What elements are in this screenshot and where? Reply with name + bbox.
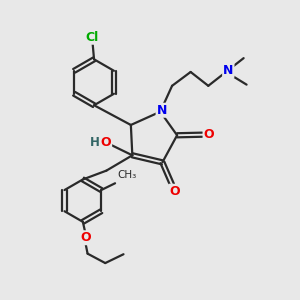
Text: O: O	[204, 128, 214, 141]
Text: O: O	[169, 185, 180, 198]
Text: H: H	[90, 136, 100, 149]
Text: O: O	[80, 231, 91, 244]
Text: O: O	[100, 136, 111, 149]
Text: N: N	[223, 64, 233, 77]
Text: N: N	[157, 104, 167, 117]
Text: Cl: Cl	[85, 31, 98, 44]
Text: CH₃: CH₃	[118, 170, 137, 180]
